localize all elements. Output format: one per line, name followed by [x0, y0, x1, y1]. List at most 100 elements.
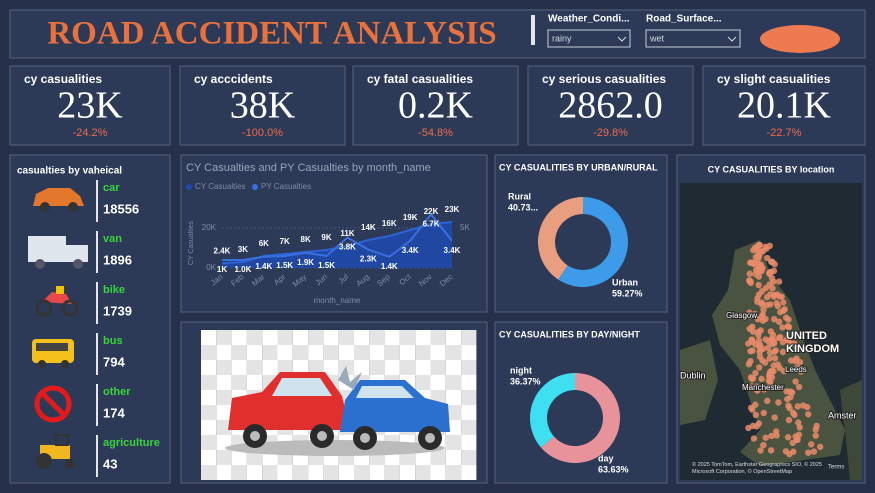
series-line: [222, 212, 453, 261]
map-point: [786, 340, 793, 348]
map-point: [764, 254, 771, 262]
legend-marker: [252, 184, 258, 190]
map-label: Manchester: [742, 383, 784, 392]
map-point: [779, 324, 786, 331]
y-tick-label: 0K: [206, 263, 216, 272]
image-checker: [430, 375, 446, 390]
slice-value: 36.37%: [510, 376, 541, 386]
slice-value: 63.63%: [598, 464, 629, 474]
map-point: [754, 387, 761, 394]
vehicle-value: 18556: [103, 201, 139, 216]
data-label: 3K: [238, 245, 248, 254]
image-checker: [430, 465, 446, 480]
image-checker: [430, 330, 446, 345]
map-title: CY CASUALITIES BY location: [708, 164, 835, 174]
map-land: [840, 380, 862, 480]
map-point: [812, 432, 819, 439]
divider: [531, 15, 535, 45]
kpi-value: 23K: [57, 85, 123, 127]
slicer-label: Road_Surface...: [646, 14, 722, 25]
vehicle-name: car: [103, 182, 120, 194]
image-checker: [445, 330, 462, 345]
car-hub: [317, 431, 327, 441]
image-checker: [399, 345, 416, 360]
image-checker: [292, 360, 309, 375]
map-point: [790, 448, 797, 455]
map-point: [771, 348, 778, 355]
map-point: [770, 337, 777, 344]
map-point: [766, 242, 773, 250]
image-checker: [201, 345, 217, 360]
legend-label: PY Casualties: [261, 182, 311, 191]
map-point: [766, 270, 773, 277]
map-point: [762, 434, 769, 441]
image-checker: [308, 330, 324, 345]
image-checker: [430, 345, 446, 360]
slicer-dropdown[interactable]: [645, 29, 741, 48]
slicer-dropdown[interactable]: [547, 29, 631, 48]
kpi-value: 2862.0: [558, 85, 663, 127]
image-checker: [216, 330, 232, 345]
image-checker: [231, 450, 247, 465]
data-label: 6.7K: [423, 220, 440, 229]
image-checker: [216, 405, 232, 420]
map-attribution-box: © 2025 TomTom, Earthstar Geographics SIO…: [692, 462, 822, 475]
y2-tick-label: 5K: [460, 223, 470, 232]
blue-car-window: [356, 386, 414, 398]
map-point: [757, 447, 764, 454]
map-point: [778, 293, 785, 300]
vehicle-panel: [9, 154, 171, 484]
image-checker: [277, 345, 293, 360]
chart-title: CY CASUALITIES BY URBAN/RURAL: [499, 162, 658, 172]
data-label: 3.4K: [402, 246, 419, 255]
map-point: [746, 270, 753, 277]
image-checker: [461, 360, 477, 375]
image-checker: [201, 390, 217, 405]
data-label: 1.0K: [234, 265, 251, 274]
kpi-title: cy acccidents: [194, 72, 273, 86]
vehicle-icon: [66, 245, 88, 262]
row-divider: [96, 231, 98, 273]
map-point: [767, 301, 774, 308]
map-point: [794, 403, 801, 410]
image-checker: [399, 330, 416, 345]
data-label: 1K: [217, 265, 227, 274]
data-label: 23K: [445, 205, 460, 214]
map-point: [775, 318, 783, 326]
map-point: [810, 448, 818, 455]
image-checker: [216, 450, 232, 465]
map-point: [752, 411, 760, 419]
image-checker: [461, 375, 477, 390]
map-point: [764, 344, 772, 351]
image-checker: [262, 345, 278, 360]
image-checker: [277, 465, 293, 480]
map-point: [770, 278, 777, 285]
map-label: Glasgow: [726, 311, 757, 320]
image-checker: [231, 330, 247, 345]
vehicle-icon: [36, 343, 68, 351]
action-button[interactable]: [760, 25, 840, 53]
map-point: [749, 422, 757, 430]
slice-value: 40.73...: [508, 202, 538, 212]
map-point: [777, 308, 784, 316]
dashboard-title: ROAD ACCIDENT ANALYSIS: [47, 16, 496, 52]
kpi-title: cy slight casualities: [717, 72, 831, 86]
map-point: [757, 261, 765, 268]
map-attribution: © 2025 TomTom, Earthstar Geographics SIO…: [692, 462, 822, 475]
data-label: 16K: [382, 219, 397, 228]
map-point: [773, 384, 781, 391]
vehicle-name: bike: [103, 284, 125, 296]
map-point: [767, 447, 775, 454]
car-shadow: [225, 440, 445, 456]
image-checker: [323, 345, 339, 360]
car-hub: [425, 433, 435, 443]
vehicle-icon: [56, 286, 64, 294]
map-point: [782, 448, 790, 455]
map-point: [749, 406, 756, 413]
map-point: [792, 342, 799, 349]
image-checker: [277, 360, 293, 375]
dropdown-arrow: [617, 36, 627, 42]
